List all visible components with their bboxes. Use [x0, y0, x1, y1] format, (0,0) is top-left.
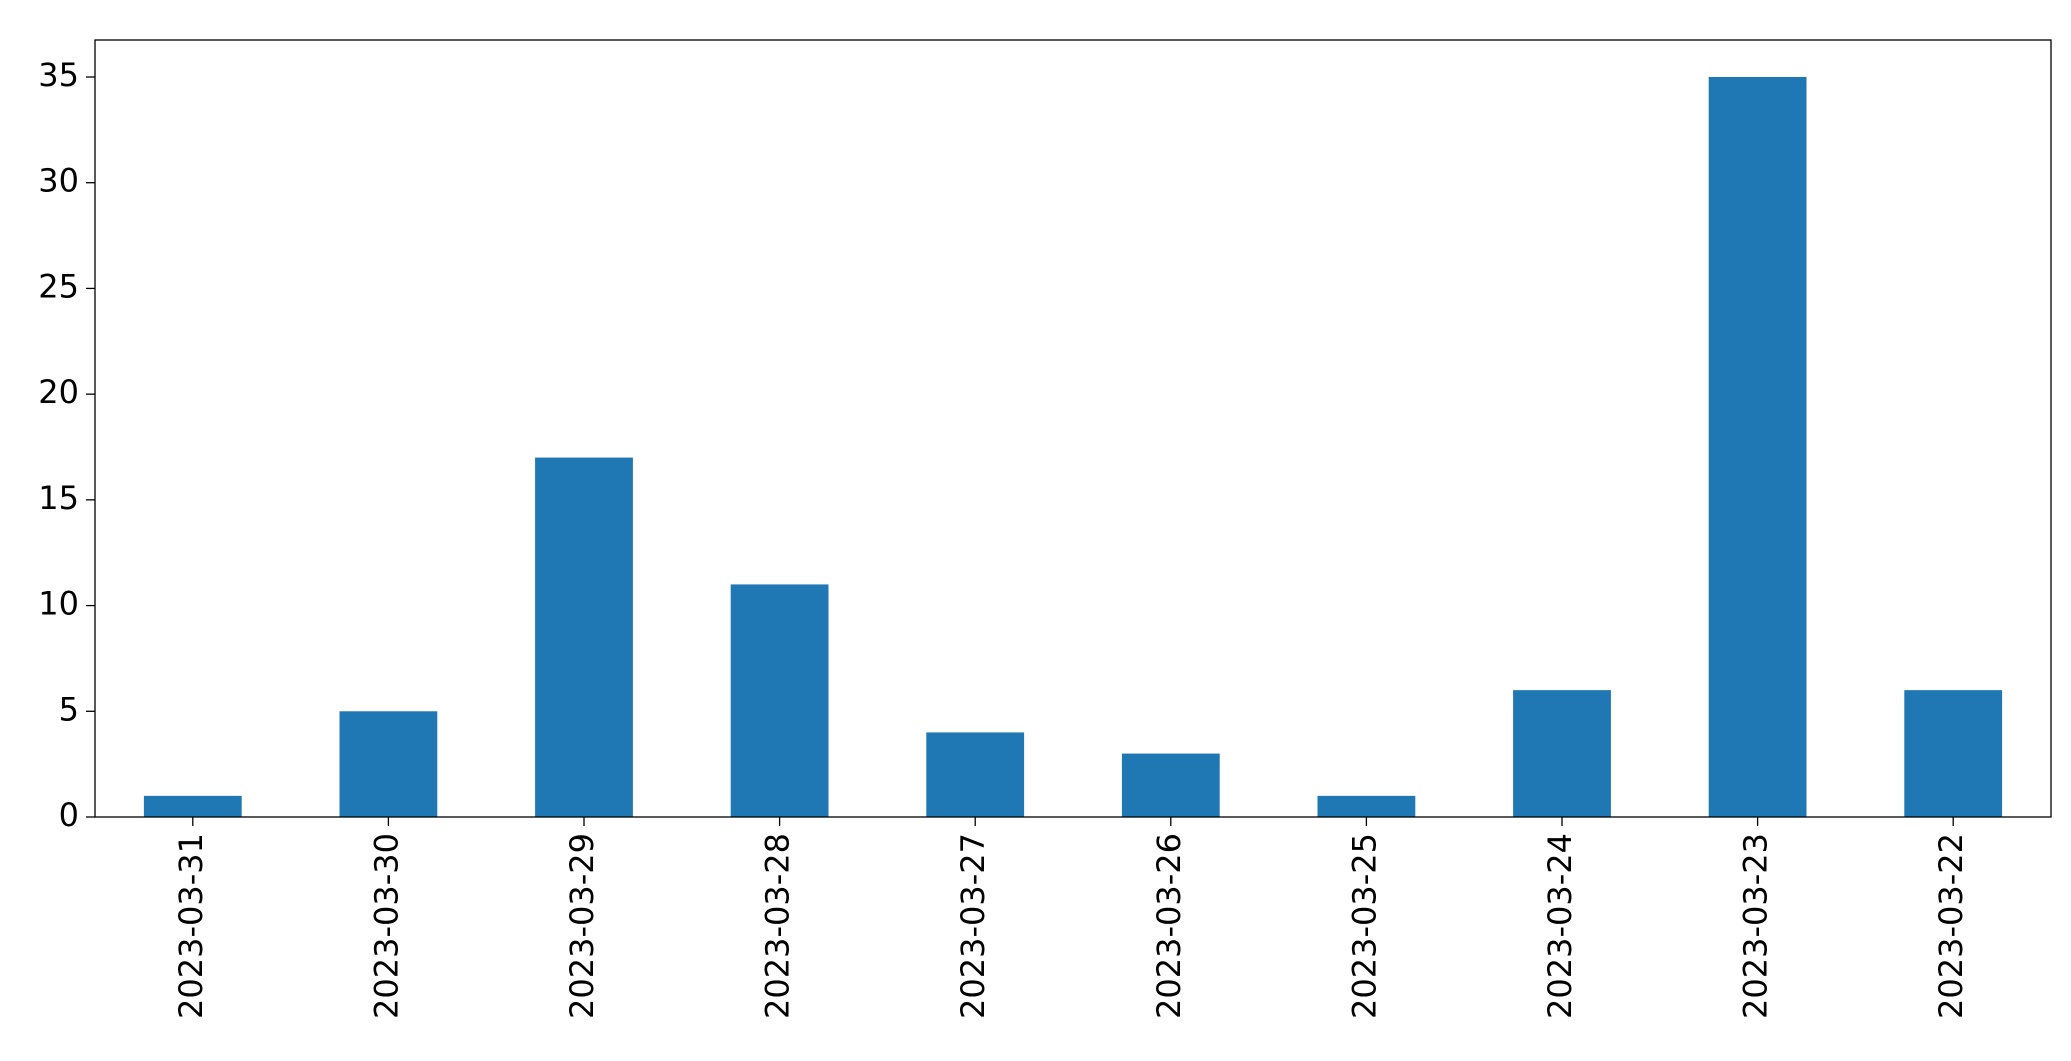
y-tick-label: 15 — [38, 479, 79, 517]
y-tick-label: 5 — [59, 690, 79, 728]
y-tick-label: 10 — [38, 585, 79, 623]
x-tick-label: 2023-03-27 — [954, 833, 992, 1019]
y-tick-label: 30 — [38, 162, 79, 200]
bar — [730, 584, 829, 817]
bar — [339, 711, 438, 817]
y-tick-label: 0 — [59, 796, 79, 834]
x-tick-label: 2023-03-30 — [367, 833, 405, 1019]
x-tick-label: 2023-03-26 — [1150, 833, 1188, 1019]
bar — [535, 457, 633, 817]
x-tick-label: 2023-03-31 — [172, 833, 210, 1019]
bar — [1708, 77, 1807, 817]
x-tick-label: 2023-03-29 — [563, 833, 601, 1019]
x-tick-label: 2023-03-23 — [1737, 833, 1775, 1019]
y-tick-label: 35 — [38, 56, 79, 94]
x-tick-label: 2023-03-25 — [1345, 833, 1383, 1019]
bar — [1513, 690, 1611, 817]
plot-frame — [94, 39, 2052, 818]
x-tick-label: 2023-03-28 — [759, 833, 797, 1019]
bar — [1121, 753, 1220, 817]
x-tick-label: 2023-03-22 — [1932, 833, 1970, 1019]
bar — [926, 732, 1025, 817]
x-tick-label: 2023-03-24 — [1541, 833, 1579, 1019]
y-tick-label: 25 — [38, 267, 79, 305]
bar — [1904, 690, 2003, 817]
y-tick-label: 20 — [38, 373, 79, 411]
bar — [1317, 795, 1416, 817]
bar — [143, 795, 242, 817]
